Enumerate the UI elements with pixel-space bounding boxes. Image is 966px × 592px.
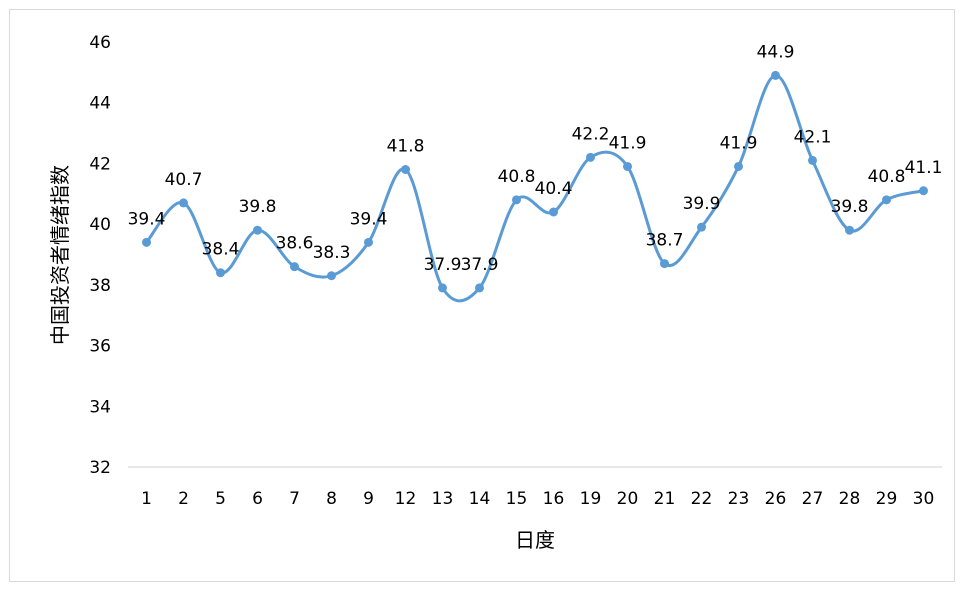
data-label: 38.7 bbox=[646, 231, 684, 251]
data-label: 41.8 bbox=[387, 137, 425, 157]
y-tick-label: 36 bbox=[89, 337, 111, 357]
x-tick-label: 21 bbox=[654, 489, 676, 509]
x-tick-label: 7 bbox=[289, 489, 300, 509]
data-label: 41.9 bbox=[720, 133, 758, 153]
data-label: 39.9 bbox=[683, 194, 721, 214]
x-tick-label: 19 bbox=[580, 489, 602, 509]
y-axis-ticks: 32 34 36 38 40 42 44 46 bbox=[89, 33, 111, 478]
data-label: 39.8 bbox=[831, 197, 869, 217]
data-label: 40.4 bbox=[535, 179, 573, 199]
data-labels: 39.4 40.7 38.4 39.8 38.6 38.3 39.4 41.8 37.9 37.9… bbox=[128, 42, 943, 275]
data-label: 39.4 bbox=[128, 209, 166, 229]
x-tick-label: 28 bbox=[839, 489, 861, 509]
y-tick-label: 40 bbox=[89, 215, 111, 235]
data-label: 38.3 bbox=[313, 243, 351, 263]
x-tick-label: 14 bbox=[469, 489, 491, 509]
data-point bbox=[845, 225, 854, 235]
y-tick-label: 38 bbox=[89, 276, 111, 296]
data-label: 40.8 bbox=[498, 167, 536, 187]
x-tick-label: 13 bbox=[432, 489, 454, 509]
x-axis-title: 日度 bbox=[515, 528, 555, 552]
data-point bbox=[142, 237, 151, 247]
y-axis-title: 中国投资者情绪指数 bbox=[48, 165, 72, 345]
data-point bbox=[364, 237, 373, 247]
data-point bbox=[549, 207, 558, 217]
y-tick-label: 46 bbox=[89, 33, 111, 53]
x-tick-label: 22 bbox=[691, 489, 713, 509]
data-point bbox=[512, 195, 521, 205]
x-axis-ticks: 1 2 5 6 7 8 9 12 13 14 15 16 19 20 21 22 23 26 27 28 29 30 bbox=[141, 489, 934, 509]
x-tick-label: 30 bbox=[913, 489, 935, 509]
data-point bbox=[253, 225, 262, 235]
x-tick-label: 8 bbox=[326, 489, 337, 509]
data-point bbox=[401, 165, 410, 174]
data-point bbox=[327, 271, 336, 281]
data-point bbox=[808, 155, 817, 165]
data-point bbox=[623, 161, 632, 171]
data-label: 42.1 bbox=[794, 127, 832, 147]
x-tick-label: 27 bbox=[802, 489, 824, 509]
data-points bbox=[142, 70, 928, 293]
x-tick-label: 15 bbox=[506, 489, 528, 509]
y-tick-label: 34 bbox=[89, 397, 111, 417]
y-tick-label: 42 bbox=[89, 154, 111, 174]
data-point bbox=[771, 70, 780, 80]
data-point bbox=[475, 283, 484, 293]
data-point bbox=[660, 259, 669, 269]
x-tick-label: 16 bbox=[543, 489, 565, 509]
data-label: 38.6 bbox=[276, 234, 314, 254]
data-label: 42.2 bbox=[572, 124, 610, 144]
x-tick-label: 29 bbox=[876, 489, 898, 509]
data-label: 40.8 bbox=[868, 167, 906, 187]
data-point bbox=[216, 268, 225, 278]
data-point bbox=[179, 198, 188, 208]
series-line bbox=[145, 73, 925, 303]
x-tick-label: 6 bbox=[252, 489, 263, 509]
x-tick-label: 12 bbox=[395, 489, 417, 509]
data-point bbox=[438, 283, 447, 293]
data-label: 37.9 bbox=[424, 255, 462, 275]
data-point bbox=[290, 262, 299, 272]
y-tick-label: 44 bbox=[89, 94, 111, 114]
data-label: 44.9 bbox=[757, 42, 795, 62]
data-point bbox=[919, 186, 928, 196]
data-label: 41.1 bbox=[905, 158, 943, 178]
data-label: 40.7 bbox=[165, 170, 203, 190]
data-point bbox=[734, 161, 743, 171]
x-tick-label: 23 bbox=[728, 489, 750, 509]
data-label: 37.9 bbox=[461, 255, 499, 275]
x-tick-label: 1 bbox=[141, 489, 152, 509]
x-tick-label: 9 bbox=[363, 489, 374, 509]
data-label: 39.4 bbox=[350, 209, 388, 229]
x-tick-label: 5 bbox=[215, 489, 226, 509]
data-point bbox=[586, 152, 595, 162]
x-tick-label: 20 bbox=[617, 489, 639, 509]
x-tick-label: 2 bbox=[178, 489, 189, 509]
data-label: 41.9 bbox=[609, 133, 647, 153]
y-tick-label: 32 bbox=[89, 458, 111, 478]
x-tick-label: 26 bbox=[765, 489, 787, 509]
data-point bbox=[697, 222, 706, 232]
data-point bbox=[882, 195, 891, 205]
data-label: 38.4 bbox=[202, 240, 240, 260]
chart-frame bbox=[9, 9, 955, 582]
data-label: 39.8 bbox=[239, 197, 277, 217]
